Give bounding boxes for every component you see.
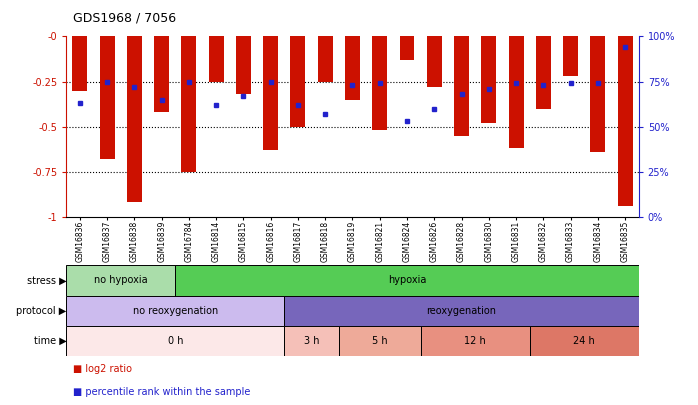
Bar (284, 296, 639, 326)
Bar (536, 36, 551, 109)
Text: 24 h: 24 h (573, 336, 595, 346)
Bar (318, 36, 333, 81)
Bar (345, 36, 360, 100)
Bar (66, 296, 284, 326)
Bar (421, 326, 530, 356)
Bar (530, 326, 639, 356)
Bar (263, 36, 279, 150)
Text: no reoxygenation: no reoxygenation (133, 306, 218, 316)
Bar (591, 36, 605, 152)
Bar (563, 36, 578, 76)
Text: stress ▶: stress ▶ (27, 275, 66, 286)
Text: GDS1968 / 7056: GDS1968 / 7056 (73, 11, 177, 24)
Text: no hypoxia: no hypoxia (94, 275, 148, 286)
Bar (175, 265, 639, 296)
Bar (127, 36, 142, 202)
Bar (399, 36, 415, 60)
Bar (66, 326, 284, 356)
Bar (454, 36, 469, 136)
Bar (618, 36, 632, 206)
Bar (339, 326, 421, 356)
Text: reoxygenation: reoxygenation (426, 306, 496, 316)
Text: ■ log2 ratio: ■ log2 ratio (73, 364, 133, 375)
Bar (372, 36, 387, 130)
Bar (181, 36, 196, 172)
Bar (73, 36, 87, 90)
Text: time ▶: time ▶ (34, 336, 66, 346)
Text: 12 h: 12 h (464, 336, 486, 346)
Text: protocol ▶: protocol ▶ (16, 306, 66, 316)
Bar (290, 36, 306, 126)
Text: 0 h: 0 h (168, 336, 183, 346)
Text: 3 h: 3 h (304, 336, 320, 346)
Bar (100, 36, 114, 159)
Text: ■ percentile rank within the sample: ■ percentile rank within the sample (73, 387, 251, 397)
Bar (66, 265, 175, 296)
Bar (284, 326, 339, 356)
Bar (154, 36, 169, 112)
Bar (426, 36, 442, 87)
Bar (509, 36, 524, 148)
Bar (482, 36, 496, 123)
Text: 5 h: 5 h (372, 336, 387, 346)
Text: hypoxia: hypoxia (388, 275, 426, 286)
Bar (209, 36, 223, 81)
Bar (236, 36, 251, 94)
